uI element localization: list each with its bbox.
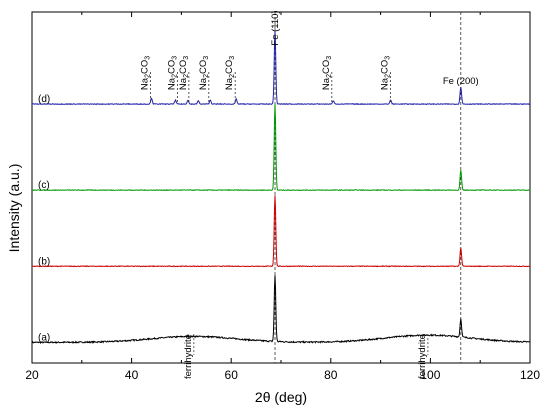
x-tick-label: 120 bbox=[520, 368, 540, 382]
label-part: CO bbox=[166, 60, 177, 74]
label-sub: 3 bbox=[229, 56, 236, 60]
label-sub: 3 bbox=[326, 56, 333, 60]
fe-peak-label: Fe (110) bbox=[270, 10, 281, 45]
na2co3-label: Na2CO3 bbox=[178, 56, 190, 90]
label-sub: 3 bbox=[183, 56, 190, 60]
na2co3-label: Na2CO3 bbox=[224, 56, 236, 90]
label-part: Na bbox=[380, 77, 391, 90]
label-sub: 3 bbox=[171, 56, 178, 60]
label-part: Na bbox=[321, 77, 332, 90]
na2co3-label: Na2CO3 bbox=[321, 56, 333, 90]
series-line bbox=[31, 103, 531, 192]
series-layer: (a) (b) (c) (d) bbox=[31, 30, 531, 345]
series-label: (d) bbox=[38, 94, 50, 105]
plot-border bbox=[31, 11, 531, 364]
label-sub: 2 bbox=[385, 74, 392, 78]
series-label: (a) bbox=[38, 332, 50, 343]
fe-peak-label: Fe (200) bbox=[443, 76, 479, 87]
series-line bbox=[31, 275, 531, 345]
series-line bbox=[31, 195, 531, 268]
label-sub: 3 bbox=[203, 56, 210, 60]
reference-lines bbox=[274, 12, 462, 363]
label-part: CO bbox=[178, 60, 189, 74]
label-sub: 2 bbox=[171, 74, 178, 78]
label-sub: 2 bbox=[183, 74, 190, 78]
na2co3-label: Na2CO3 bbox=[140, 56, 152, 90]
label-sub: 3 bbox=[385, 56, 392, 60]
label-part: Na bbox=[166, 77, 177, 90]
x-tick-label: 100 bbox=[420, 368, 440, 382]
label-sub: 2 bbox=[326, 74, 333, 78]
ferrihydrite-label: ferrihydrite bbox=[417, 334, 428, 379]
label-part: CO bbox=[198, 60, 209, 74]
na2co3-label: Na2CO3 bbox=[380, 56, 392, 90]
label-part: Na bbox=[140, 77, 151, 90]
label-sub: 2 bbox=[229, 74, 236, 78]
label-part: Na bbox=[178, 77, 189, 90]
na2co3-label: Na2CO3 bbox=[166, 56, 178, 90]
label-part: CO bbox=[380, 60, 391, 74]
series-label: (c) bbox=[38, 180, 50, 191]
label-part: CO bbox=[224, 60, 235, 74]
label-sub: 3 bbox=[145, 56, 152, 60]
label-part: Na bbox=[198, 77, 209, 90]
label-part: CO bbox=[140, 60, 151, 74]
x-tick-label: 20 bbox=[25, 368, 39, 382]
axes: 20 40 60 80 100 120 bbox=[25, 12, 540, 382]
x-tick-label: 40 bbox=[125, 368, 139, 382]
series-line bbox=[31, 30, 531, 106]
annotations: Fe (110)Fe (200)Na2CO3Na2CO3Na2CO3Na2CO3… bbox=[140, 10, 479, 379]
label-sub: 2 bbox=[145, 74, 152, 78]
x-tick-label: 60 bbox=[225, 368, 239, 382]
label-sub: 2 bbox=[203, 74, 210, 78]
x-tick-label: 80 bbox=[324, 368, 338, 382]
x-axis-title: 2θ (deg) bbox=[255, 389, 307, 405]
ferrihydrite-label: ferrihydrite bbox=[183, 334, 194, 379]
series-label: (b) bbox=[38, 256, 50, 267]
na2co3-label: Na2CO3 bbox=[198, 56, 210, 90]
y-axis-title: Intensity (a.u.) bbox=[6, 164, 22, 253]
label-part: Na bbox=[224, 77, 235, 90]
plot-frame bbox=[31, 11, 531, 364]
label-part: CO bbox=[321, 60, 332, 74]
